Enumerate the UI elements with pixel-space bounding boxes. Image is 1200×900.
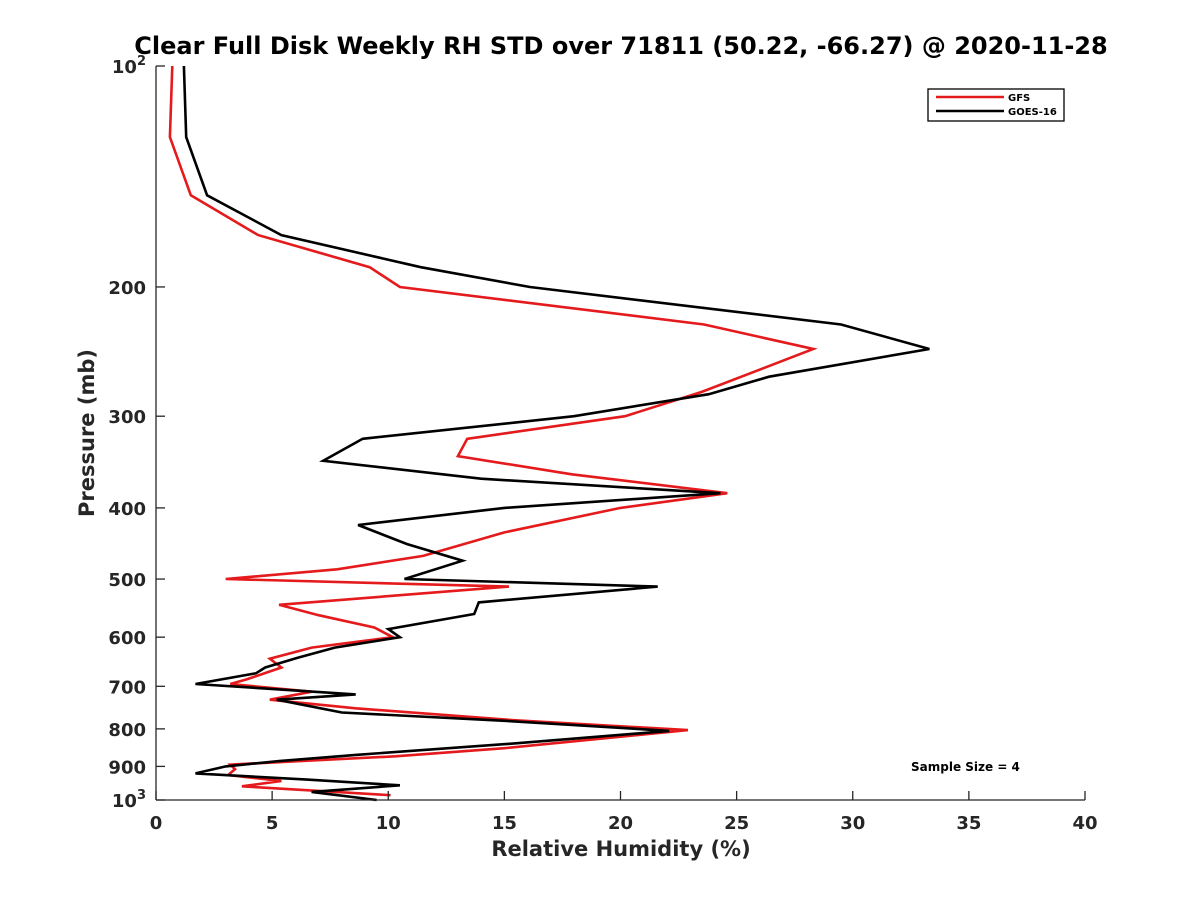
legend-label-gfs: GFS (1008, 93, 1030, 104)
series-layer (168, 65, 930, 802)
y-axis-label: Pressure (mb) (75, 349, 99, 517)
sample-size-annotation: Sample Size = 4 (911, 760, 1020, 774)
legend: GFS GOES-16 (927, 88, 1065, 122)
chart-title: Clear Full Disk Weekly RH STD over 71811… (134, 32, 1107, 60)
series-line-gfs (168, 65, 818, 797)
x-tick-label: 10 (376, 813, 401, 834)
legend-label-goes16: GOES-16 (1008, 107, 1057, 118)
y-tick-label: 200 (108, 278, 146, 299)
y-tick-label: 900 (108, 757, 146, 778)
x-tick-label: 30 (840, 813, 865, 834)
x-tick-label: 25 (724, 813, 749, 834)
x-tick-label: 15 (492, 813, 517, 834)
y-tick-label: 103 (112, 788, 146, 812)
y-tick-label: 600 (108, 628, 146, 649)
x-tick-label: 20 (608, 813, 633, 834)
y-tick-label: 800 (108, 720, 146, 741)
y-tick-label: 300 (108, 407, 146, 428)
series-line-goes16 (182, 65, 930, 802)
y-tick-label: 500 (108, 570, 146, 591)
x-tick-label: 35 (956, 813, 981, 834)
y-ticks: 102 200 300 400 500 600 700 800 900 103 (108, 54, 165, 812)
x-tick-label: 40 (1072, 813, 1097, 834)
y-tick-label: 700 (108, 677, 146, 698)
plot-area (156, 66, 1085, 801)
x-axis-label: Relative Humidity (%) (491, 837, 750, 861)
y-tick-label: 400 (108, 499, 146, 520)
legend-box (927, 88, 1065, 122)
x-tick-label: 5 (266, 813, 279, 834)
x-tick-label: 0 (150, 813, 163, 834)
x-ticks: 0 5 10 15 20 25 30 35 40 (150, 791, 1098, 834)
y-tick-label: 102 (112, 54, 146, 78)
